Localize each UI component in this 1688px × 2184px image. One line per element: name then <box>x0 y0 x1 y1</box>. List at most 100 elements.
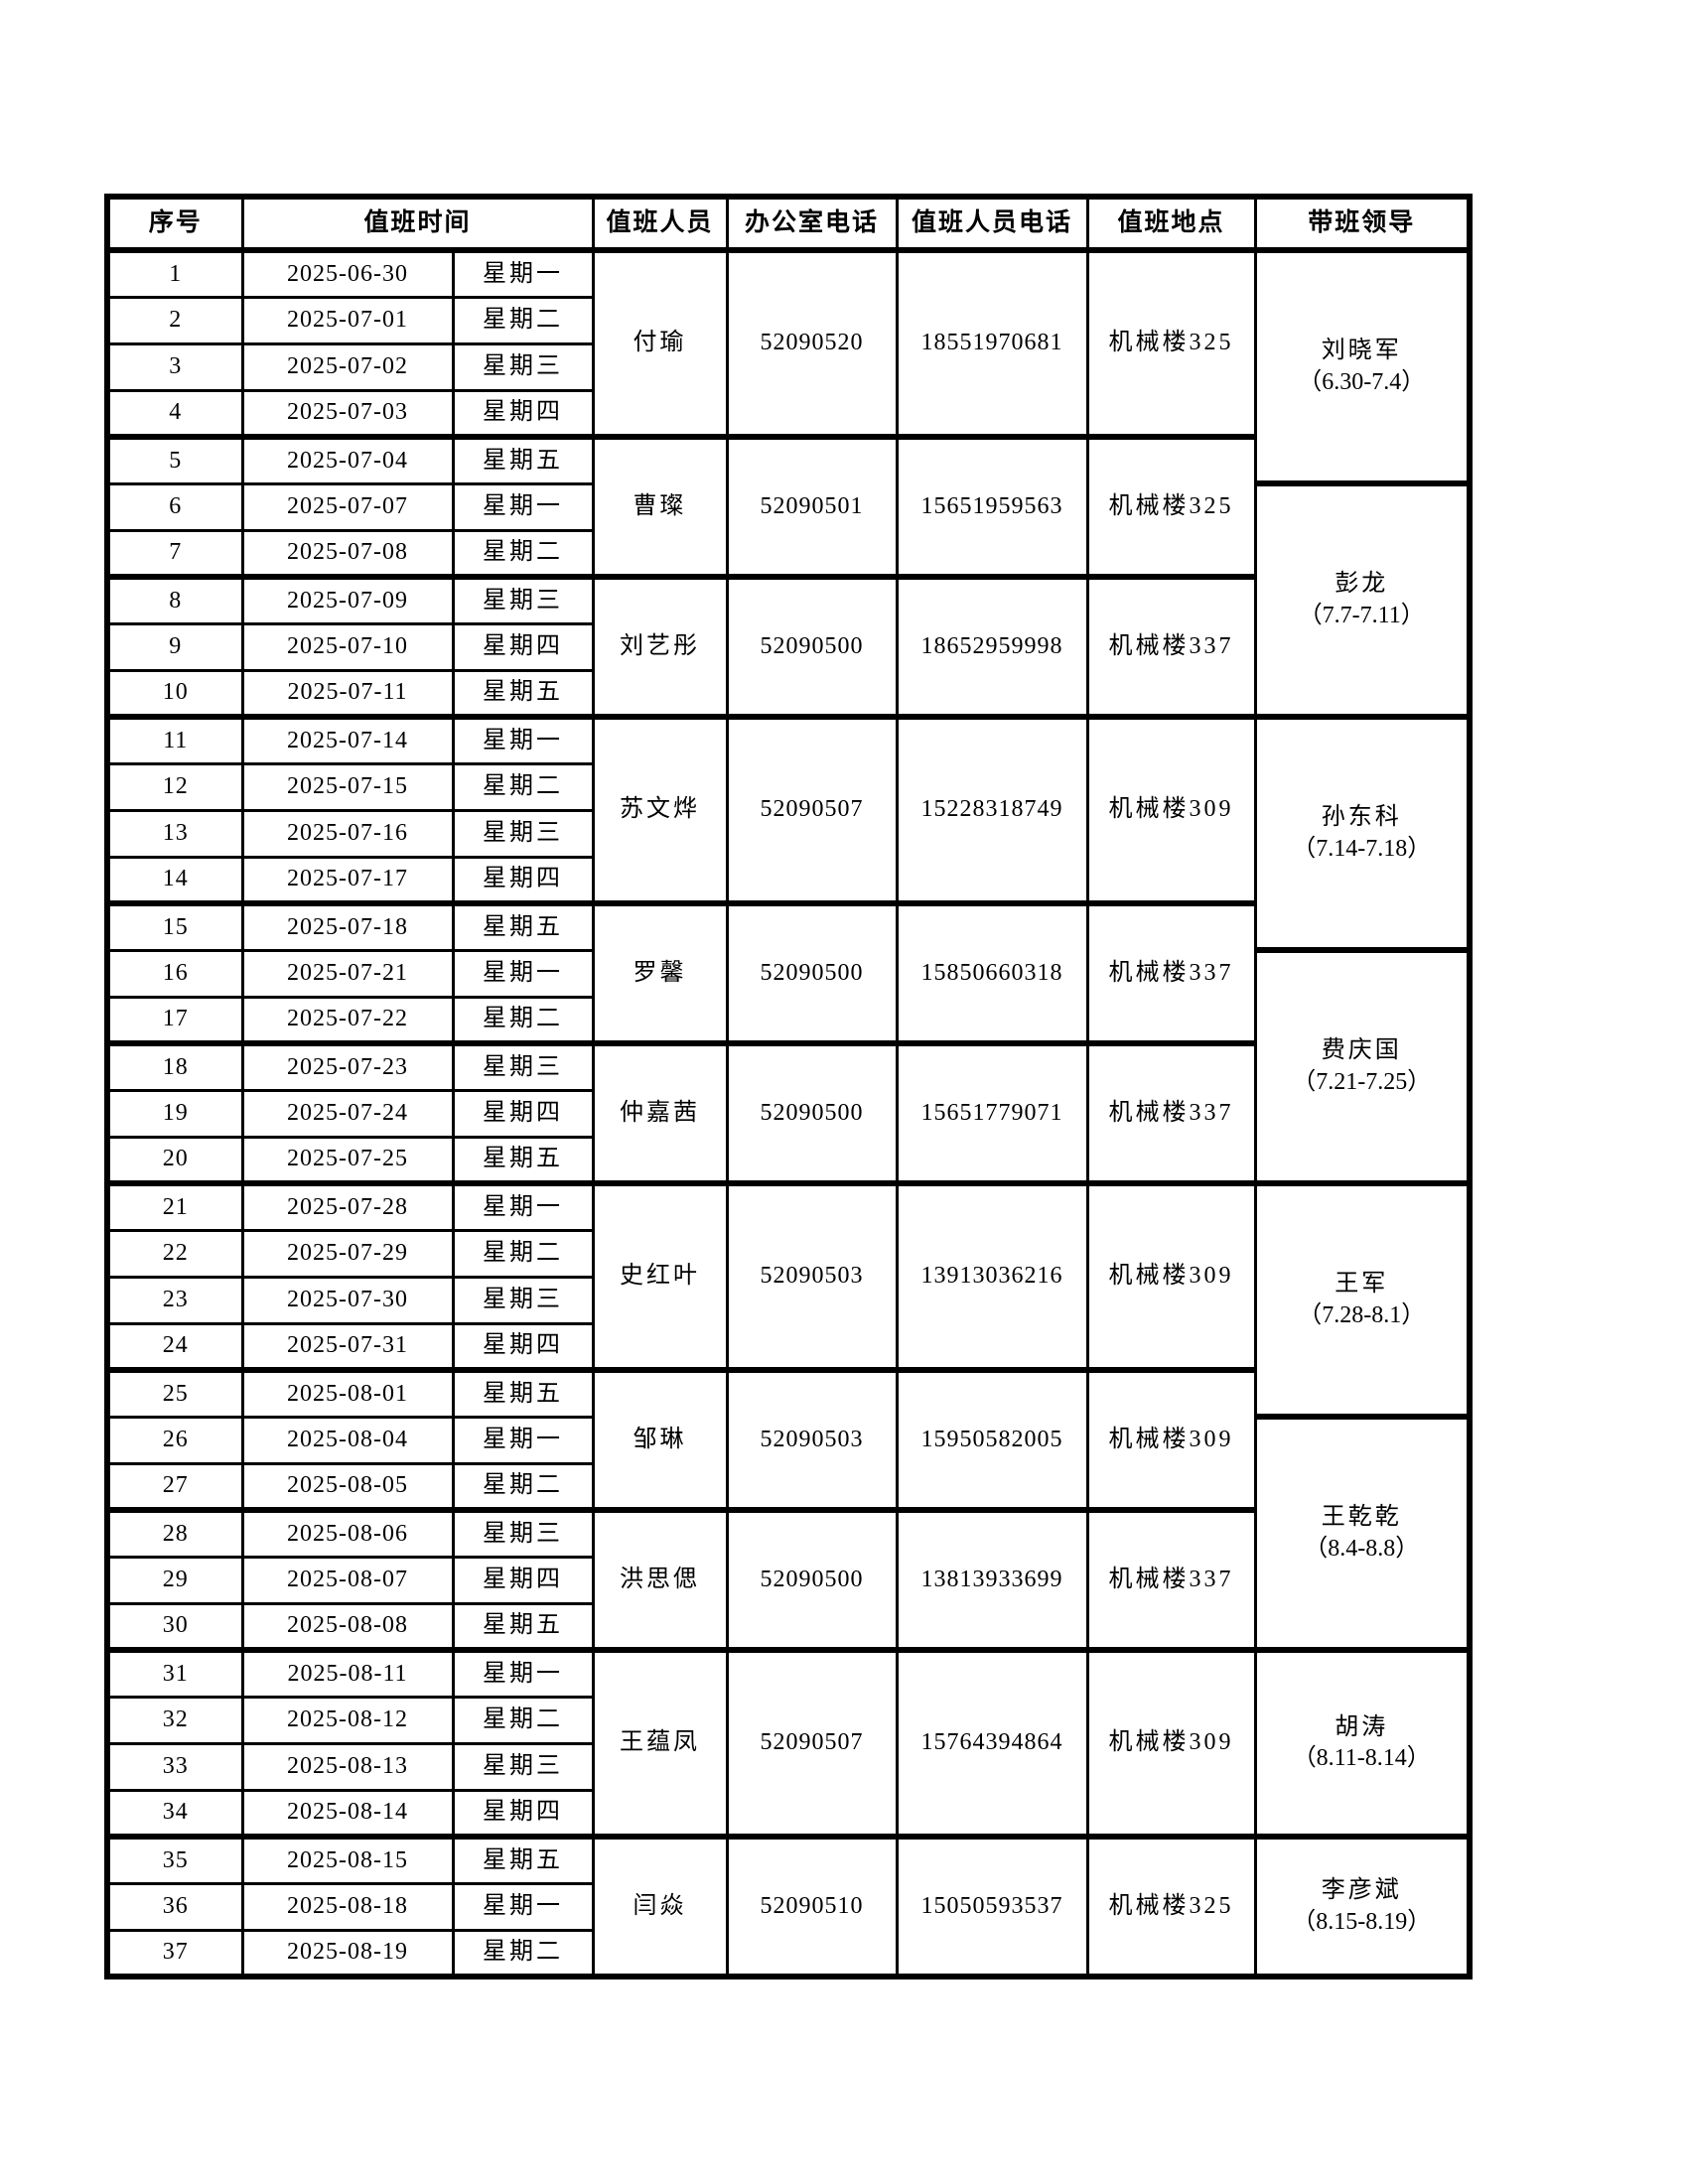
row-index-cell: 28 <box>105 1508 244 1559</box>
row-index-cell: 31 <box>105 1648 244 1699</box>
leader-name: 刘晓军 <box>1321 338 1402 364</box>
duty-location-cell: 机械楼309 <box>1085 1181 1257 1373</box>
leader-date-range: （7.28-8.1） <box>1298 1301 1426 1328</box>
leader-date-range: （8.15-8.19） <box>1292 1908 1432 1935</box>
table-row: 31 2025-08-11 星期一 王蕴凤 52090507 15764394864 机械楼… <box>105 1648 1472 1840</box>
duty-date-cell: 2025-08-04 <box>240 1415 455 1465</box>
table-row: 20 2025-07-25 星期五 <box>105 1135 1470 1186</box>
duty-roster-table: 序号 值班时间 值班人员 办公室电话 值班人员电话 值班地点 带班领导 1 202… <box>104 194 1473 1979</box>
duty-date-cell: 2025-07-03 <box>240 388 455 440</box>
row-index-cell: 33 <box>105 1741 244 1792</box>
duty-weekday-cell: 星期一 <box>451 248 595 299</box>
duty-weekday-cell: 星期三 <box>451 1041 595 1092</box>
duty-weekday-cell: 星期二 <box>451 1695 595 1745</box>
table-row: 30 2025-08-08 星期五 <box>105 1601 1470 1653</box>
duty-weekday-cell: 星期一 <box>451 481 595 532</box>
duty-person-cell: 王蕴凤 <box>591 1648 729 1840</box>
table-row: 1 2025-06-30 星期一 付瑜 52090520 18551970681 机械楼32… <box>105 248 1472 486</box>
person-phone-cell: 15651779071 <box>895 1041 1089 1186</box>
duty-person-cell: 仲嘉茜 <box>591 1041 729 1186</box>
person-phone-cell: 13913036216 <box>895 1181 1089 1373</box>
duty-weekday-cell: 星期四 <box>451 855 595 906</box>
person-phone-cell: 15651959563 <box>895 435 1089 580</box>
duty-date-cell: 2025-07-24 <box>240 1088 455 1139</box>
row-index-cell: 36 <box>105 1881 244 1932</box>
duty-person-cell: 付瑜 <box>591 248 729 440</box>
duty-location-cell: 机械楼309 <box>1085 1648 1257 1840</box>
row-index-cell: 2 <box>105 295 244 345</box>
person-phone-cell: 18652959998 <box>895 575 1089 720</box>
duty-weekday-cell: 星期三 <box>451 1508 595 1559</box>
table-row: 15 2025-07-18 星期五 罗馨 52090500 15850660318 机械楼3… <box>105 901 1470 1046</box>
duty-weekday-cell: 星期五 <box>451 668 595 720</box>
duty-date-cell: 2025-07-17 <box>240 855 455 906</box>
duty-person-cell: 邹琳 <box>591 1368 729 1513</box>
header-duty-time: 值班时间 <box>240 195 595 253</box>
row-index-cell: 25 <box>105 1368 244 1419</box>
table-row: 34 2025-08-14 星期四 <box>105 1788 1470 1840</box>
leader-name: 李彦斌 <box>1321 1877 1402 1904</box>
duty-date-cell: 2025-07-22 <box>240 995 455 1046</box>
table-row: 19 2025-07-24 星期四 <box>105 1088 1470 1139</box>
duty-location-cell: 机械楼325 <box>1085 435 1257 580</box>
leader-date-range: （8.11-8.14） <box>1292 1745 1431 1771</box>
duty-weekday-cell: 星期二 <box>451 295 595 345</box>
duty-date-cell: 2025-08-01 <box>240 1368 455 1419</box>
table-row: 22 2025-07-29 星期二 <box>105 1228 1470 1279</box>
duty-location-cell: 机械楼309 <box>1085 1368 1257 1513</box>
duty-date-cell: 2025-08-13 <box>240 1741 455 1792</box>
office-phone-cell: 52090507 <box>725 1648 899 1840</box>
table-row: 9 2025-07-10 星期四 <box>105 621 1470 672</box>
duty-location-cell: 机械楼337 <box>1085 1041 1257 1186</box>
duty-weekday-cell: 星期二 <box>451 761 595 812</box>
office-phone-cell: 52090510 <box>725 1835 899 1979</box>
duty-weekday-cell: 星期一 <box>451 715 595 765</box>
duty-weekday-cell: 星期二 <box>451 528 595 580</box>
duty-date-cell: 2025-07-02 <box>240 341 455 392</box>
row-index-cell: 27 <box>105 1461 244 1513</box>
duty-weekday-cell: 星期五 <box>451 1601 595 1653</box>
duty-weekday-cell: 星期二 <box>451 1928 595 1979</box>
duty-date-cell: 2025-07-10 <box>240 621 455 672</box>
duty-weekday-cell: 星期三 <box>451 1741 595 1792</box>
duty-leader-cell: 李彦斌 （8.15-8.19） <box>1253 1835 1472 1979</box>
leader-date-range: （7.21-7.25） <box>1292 1068 1432 1095</box>
duty-date-cell: 2025-08-12 <box>240 1695 455 1745</box>
office-phone-cell: 52090501 <box>725 435 899 580</box>
office-phone-cell: 52090503 <box>725 1368 899 1513</box>
header-index: 序号 <box>105 195 244 253</box>
duty-weekday-cell: 星期四 <box>451 1555 595 1605</box>
duty-leader-cell: 王乾乾 （8.4-8.8） <box>1253 1415 1472 1653</box>
person-phone-cell: 18551970681 <box>895 248 1089 440</box>
person-phone-cell: 15850660318 <box>895 901 1089 1046</box>
duty-weekday-cell: 星期二 <box>451 1461 595 1513</box>
duty-date-cell: 2025-08-05 <box>240 1461 455 1513</box>
duty-leader-cell: 王军 （7.28-8.1） <box>1253 1181 1472 1420</box>
office-phone-cell: 52090500 <box>725 575 899 720</box>
duty-weekday-cell: 星期三 <box>451 808 595 859</box>
office-phone-cell: 52090503 <box>725 1181 899 1373</box>
duty-person-cell: 史红叶 <box>591 1181 729 1373</box>
row-index-cell: 4 <box>105 388 244 440</box>
row-index-cell: 10 <box>105 668 244 720</box>
duty-weekday-cell: 星期三 <box>451 341 595 392</box>
row-index-cell: 11 <box>105 715 244 765</box>
person-phone-cell: 15950582005 <box>895 1368 1089 1513</box>
duty-weekday-cell: 星期五 <box>451 901 595 952</box>
duty-weekday-cell: 星期五 <box>451 1135 595 1186</box>
table-row: 33 2025-08-13 星期三 <box>105 1741 1470 1792</box>
row-index-cell: 15 <box>105 901 244 952</box>
row-index-cell: 1 <box>105 248 244 299</box>
row-index-cell: 29 <box>105 1555 244 1605</box>
table-row: 18 2025-07-23 星期三 仲嘉茜 52090500 15651779071 机械楼… <box>105 1041 1470 1186</box>
duty-date-cell: 2025-07-01 <box>240 295 455 345</box>
header-person-phone: 值班人员电话 <box>895 195 1089 253</box>
table-row: 5 2025-07-04 星期五 曹璨 52090501 15651959563 机械楼32… <box>105 435 1470 580</box>
leader-date-range: （7.7-7.11） <box>1298 602 1425 628</box>
duty-date-cell: 2025-08-06 <box>240 1508 455 1559</box>
duty-location-cell: 机械楼325 <box>1085 1835 1257 1979</box>
duty-person-cell: 闫焱 <box>591 1835 729 1979</box>
row-index-cell: 12 <box>105 761 244 812</box>
row-index-cell: 5 <box>105 435 244 485</box>
duty-date-cell: 2025-08-14 <box>240 1788 455 1840</box>
